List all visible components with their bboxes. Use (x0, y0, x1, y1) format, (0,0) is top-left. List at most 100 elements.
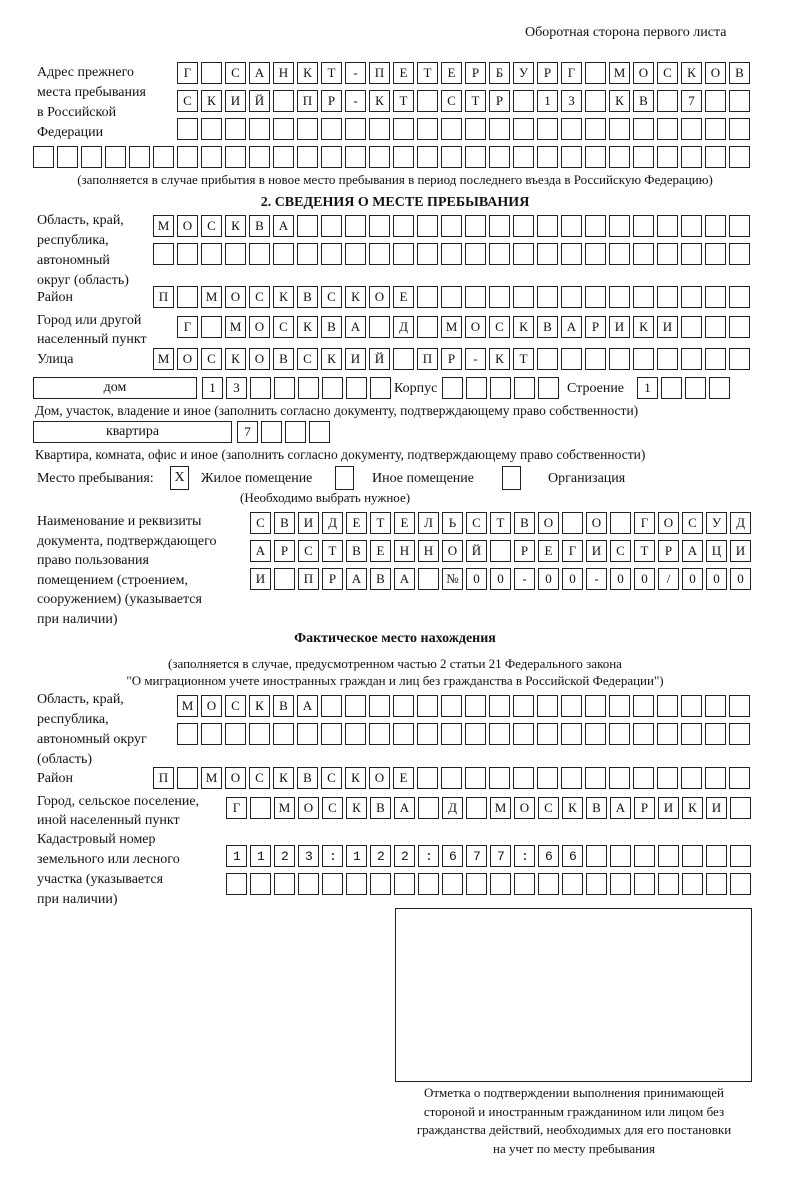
char-cell[interactable] (609, 146, 630, 168)
char-cell[interactable] (345, 215, 366, 237)
char-cell[interactable] (705, 723, 726, 745)
char-cell[interactable] (729, 723, 750, 745)
char-cell[interactable] (285, 421, 306, 443)
char-cell[interactable] (370, 873, 391, 895)
char-cell[interactable]: П (417, 348, 438, 370)
char-cell[interactable] (537, 146, 558, 168)
char-cell[interactable]: О (249, 316, 270, 338)
char-cell[interactable] (585, 118, 606, 140)
char-cell[interactable] (322, 873, 343, 895)
char-cell[interactable]: Р (634, 797, 655, 819)
char-cell[interactable]: К (225, 348, 246, 370)
char-cell[interactable]: Р (585, 316, 606, 338)
char-cell[interactable] (273, 90, 294, 112)
char-cell[interactable] (561, 243, 582, 265)
char-cell[interactable] (369, 723, 390, 745)
char-cell[interactable] (273, 118, 294, 140)
char-cell[interactable]: О (177, 215, 198, 237)
char-cell[interactable]: М (274, 797, 295, 819)
char-cell[interactable] (466, 873, 487, 895)
char-cell[interactable] (441, 118, 462, 140)
char-cell[interactable]: С (297, 348, 318, 370)
char-cell[interactable]: А (394, 568, 415, 590)
char-cell[interactable]: Й (466, 540, 487, 562)
char-cell[interactable] (322, 377, 343, 399)
char-cell[interactable] (345, 118, 366, 140)
char-cell[interactable]: Н (273, 62, 294, 84)
char-cell[interactable] (537, 286, 558, 308)
char-cell[interactable]: / (658, 568, 679, 590)
char-cell[interactable] (729, 286, 750, 308)
char-cell[interactable]: О (249, 348, 270, 370)
char-cell[interactable] (609, 695, 630, 717)
char-cell[interactable]: М (153, 348, 174, 370)
char-cell[interactable] (657, 146, 678, 168)
char-cell[interactable] (153, 243, 174, 265)
char-cell[interactable]: О (586, 512, 607, 534)
char-cell[interactable]: И (345, 348, 366, 370)
char-cell[interactable] (561, 118, 582, 140)
char-cell[interactable]: В (586, 797, 607, 819)
char-cell[interactable]: В (346, 540, 367, 562)
char-cell[interactable] (489, 243, 510, 265)
char-cell[interactable] (513, 118, 534, 140)
char-cell[interactable] (177, 723, 198, 745)
char-cell[interactable] (442, 873, 463, 895)
char-cell[interactable] (225, 723, 246, 745)
char-cell[interactable]: О (225, 767, 246, 789)
char-cell[interactable] (705, 767, 726, 789)
char-cell[interactable] (465, 243, 486, 265)
char-cell[interactable]: С (201, 348, 222, 370)
char-cell[interactable] (513, 695, 534, 717)
char-cell[interactable] (585, 215, 606, 237)
char-cell[interactable] (513, 90, 534, 112)
char-cell[interactable] (201, 62, 222, 84)
char-cell[interactable] (321, 215, 342, 237)
char-cell[interactable]: Г (226, 797, 247, 819)
char-cell[interactable] (513, 243, 534, 265)
char-cell[interactable] (465, 286, 486, 308)
char-cell[interactable] (465, 767, 486, 789)
char-cell[interactable]: А (394, 797, 415, 819)
char-cell[interactable] (513, 723, 534, 745)
char-cell[interactable] (177, 243, 198, 265)
char-cell[interactable]: В (370, 797, 391, 819)
char-cell[interactable]: В (273, 695, 294, 717)
char-cell[interactable] (705, 90, 726, 112)
char-cell[interactable] (297, 243, 318, 265)
char-cell[interactable] (490, 377, 511, 399)
char-cell[interactable] (489, 767, 510, 789)
char-cell[interactable] (657, 767, 678, 789)
char-cell[interactable]: К (513, 316, 534, 338)
char-cell[interactable] (514, 377, 535, 399)
char-cell[interactable]: А (346, 568, 367, 590)
char-cell[interactable]: С (657, 62, 678, 84)
char-cell[interactable]: К (345, 767, 366, 789)
char-cell[interactable]: П (153, 286, 174, 308)
char-cell[interactable] (321, 118, 342, 140)
char-cell[interactable]: Е (394, 512, 415, 534)
char-cell[interactable] (442, 377, 463, 399)
char-cell[interactable]: 3 (561, 90, 582, 112)
char-cell[interactable]: А (249, 62, 270, 84)
char-cell[interactable]: А (610, 797, 631, 819)
char-cell[interactable] (466, 377, 487, 399)
char-cell[interactable] (249, 723, 270, 745)
char-cell[interactable] (33, 146, 54, 168)
char-cell[interactable] (658, 845, 679, 867)
char-cell[interactable]: В (729, 62, 750, 84)
char-cell[interactable] (562, 512, 583, 534)
char-cell[interactable] (633, 286, 654, 308)
char-cell[interactable] (610, 845, 631, 867)
char-cell[interactable] (441, 243, 462, 265)
char-cell[interactable] (489, 146, 510, 168)
char-cell[interactable] (729, 316, 750, 338)
char-cell[interactable] (465, 215, 486, 237)
char-cell[interactable]: - (345, 62, 366, 84)
char-cell[interactable] (537, 118, 558, 140)
char-cell[interactable]: К (562, 797, 583, 819)
char-cell[interactable] (657, 286, 678, 308)
char-cell[interactable]: С (249, 767, 270, 789)
char-cell[interactable] (609, 723, 630, 745)
char-cell[interactable] (394, 873, 415, 895)
